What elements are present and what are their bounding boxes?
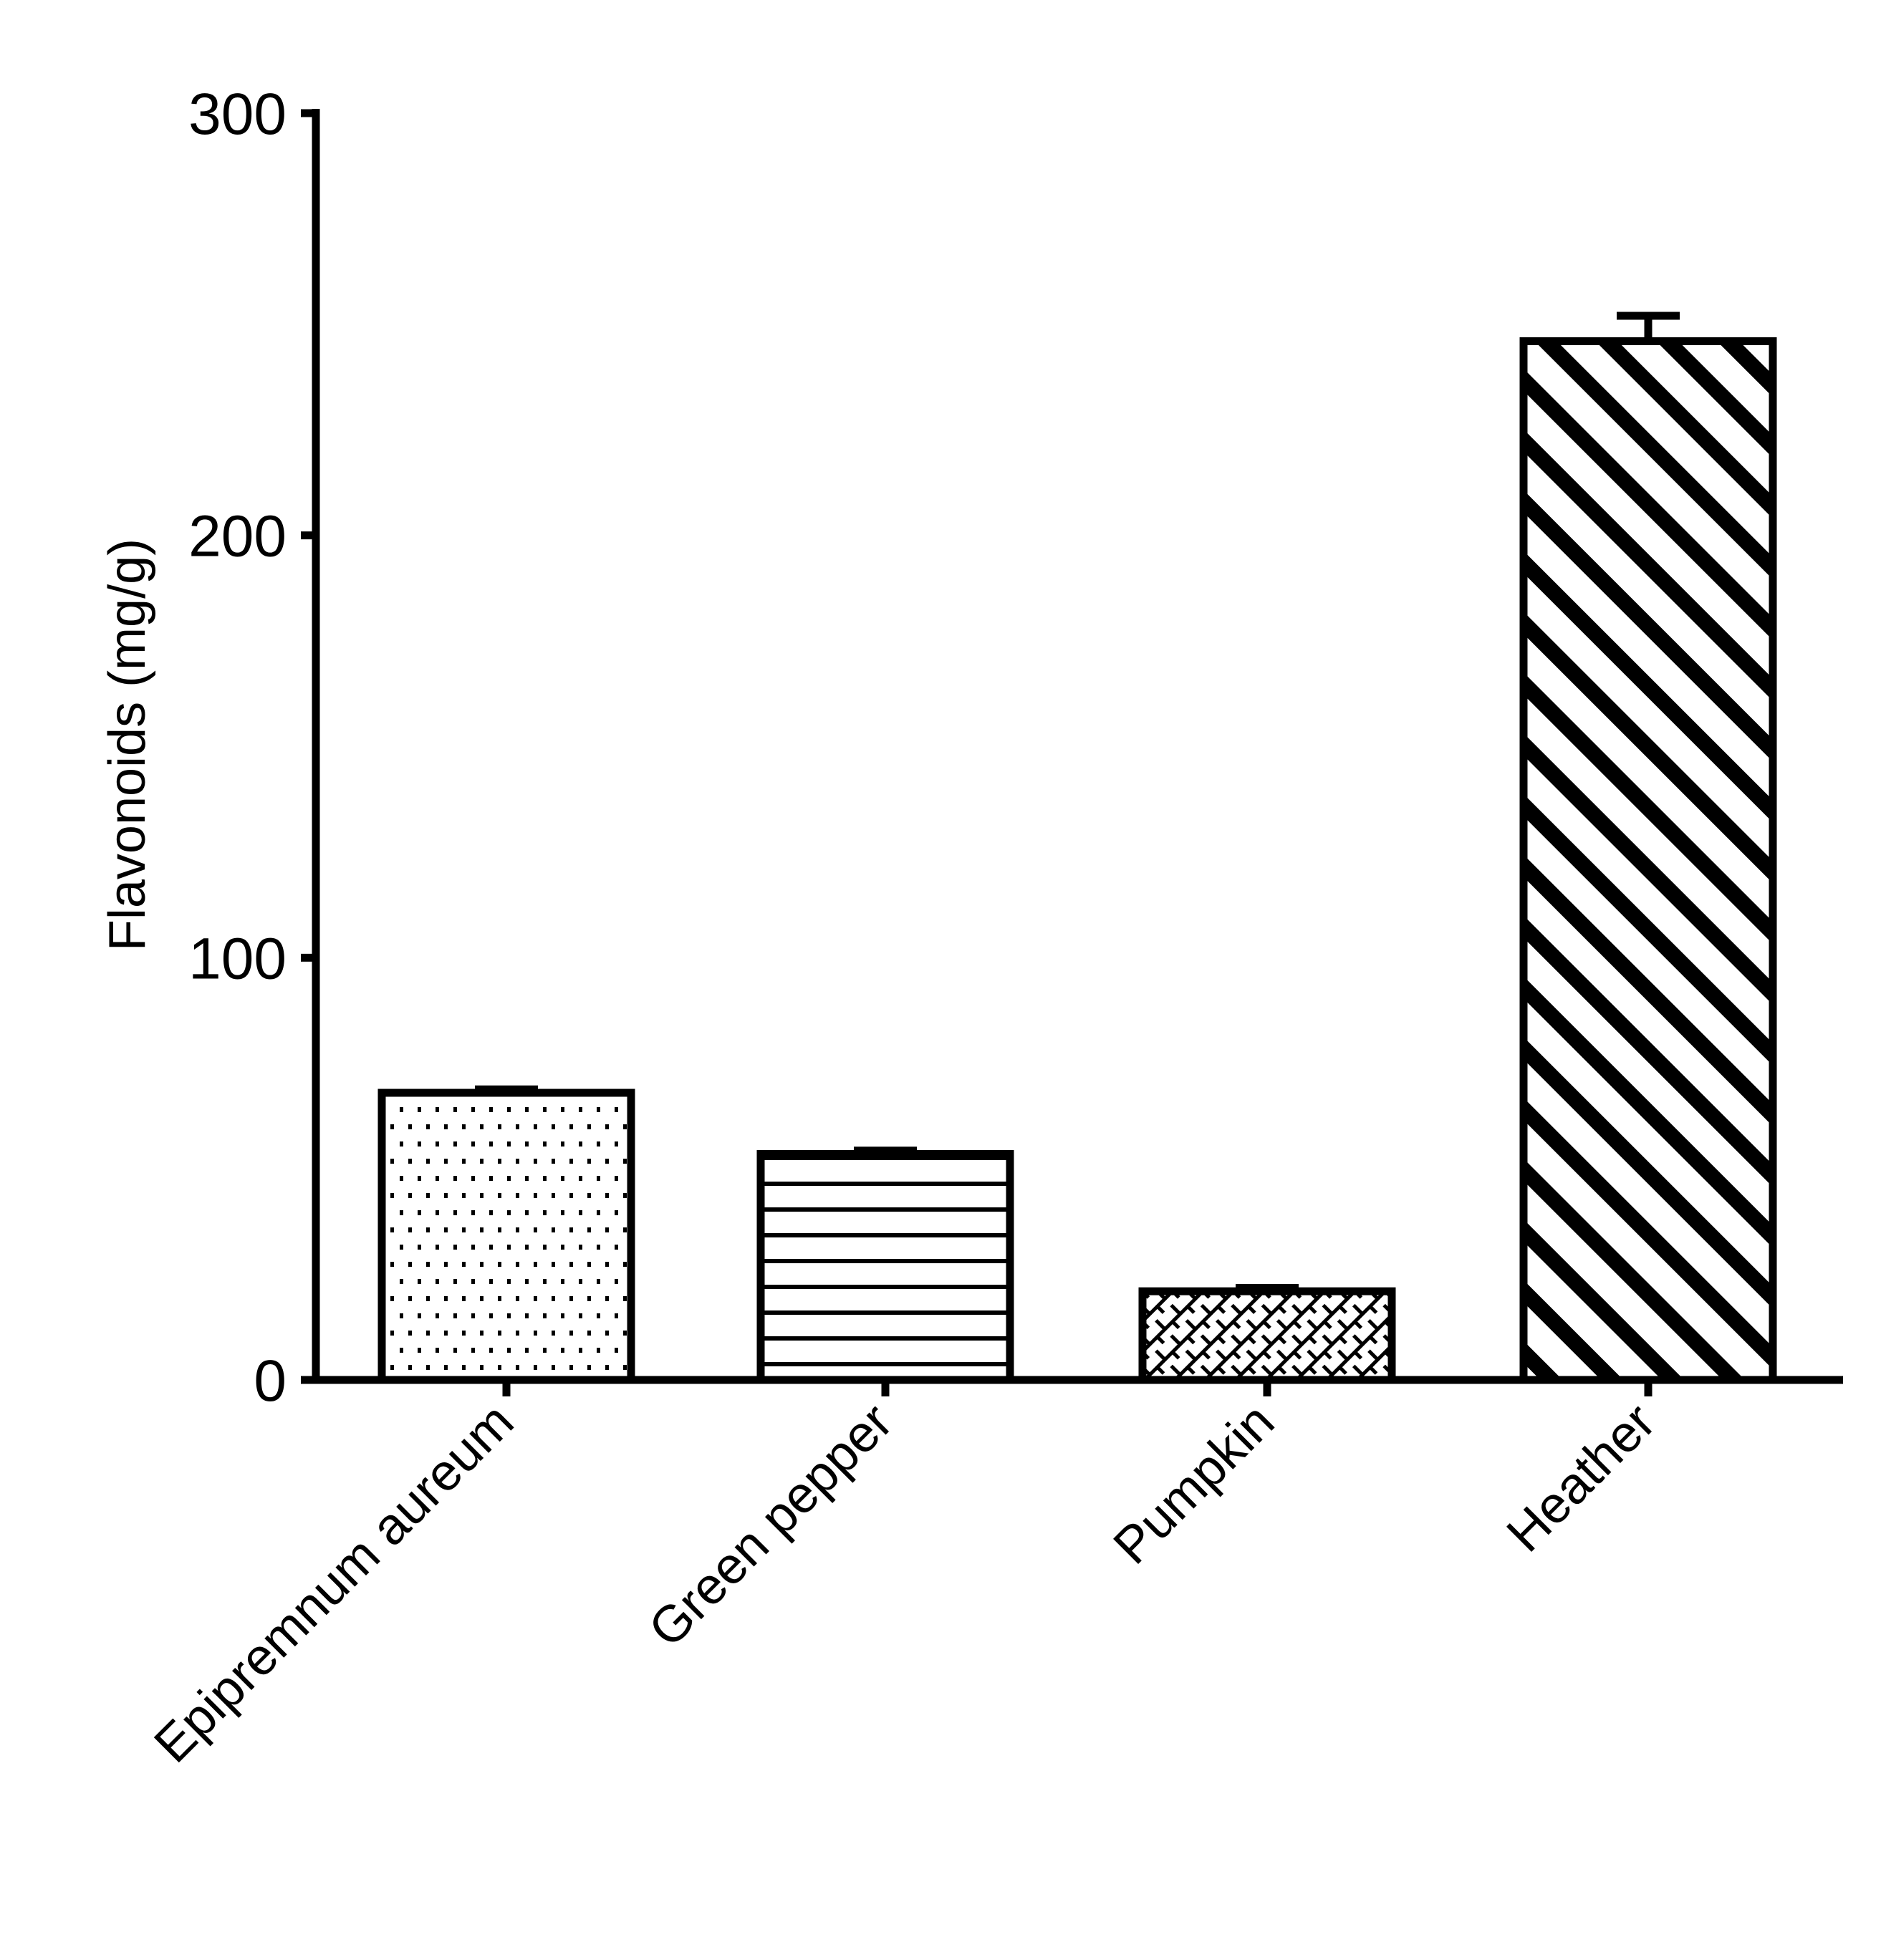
- bar-epipremnum-aureum: [377, 1085, 635, 1384]
- bar-rect: [756, 1150, 1014, 1384]
- y-tick-label: 100: [188, 926, 287, 991]
- x-category-label: Green pepper: [638, 1393, 904, 1659]
- bar-rect: [1519, 337, 1777, 1384]
- x-category-label: Pumpkin: [1103, 1393, 1286, 1575]
- bar-heather: [1519, 312, 1777, 1384]
- y-tick-label: 200: [188, 504, 287, 569]
- y-tick-label: 300: [188, 82, 287, 147]
- bar-green-pepper: [756, 1146, 1014, 1384]
- bar-pumpkin: [1138, 1283, 1396, 1384]
- x-category-label: Heather: [1496, 1393, 1667, 1563]
- bar-rect: [1138, 1287, 1396, 1384]
- plot-area: 0 100 200 300: [188, 82, 1843, 1414]
- x-category-label: Epipremnum aureum: [143, 1393, 524, 1774]
- y-tick-label: 0: [254, 1348, 287, 1414]
- bar-rect: [377, 1088, 635, 1384]
- y-axis-title: Flavonoids (mg/g): [99, 539, 156, 951]
